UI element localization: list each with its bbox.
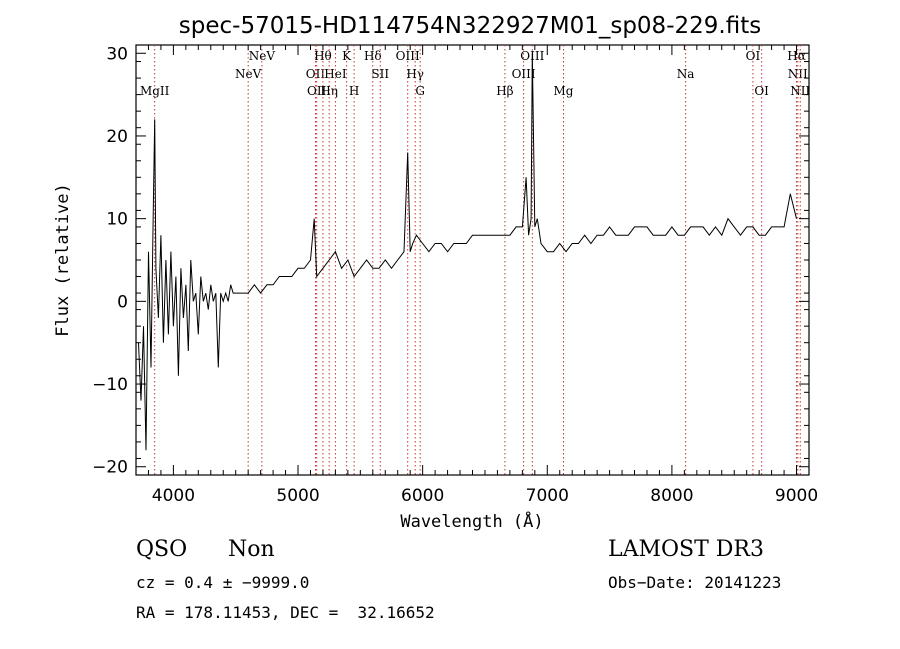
object-subclass: Non xyxy=(228,537,275,562)
y-tick-label-1: −10 xyxy=(92,375,128,395)
line-label-15: Hβ xyxy=(496,84,513,98)
line-label-20: OI xyxy=(746,49,761,63)
observation-date: Obs−Date: 20141223 xyxy=(608,573,782,592)
line-label-11: SII xyxy=(371,67,389,81)
line-label-8: K xyxy=(342,49,352,63)
y-tick-label-2: 0 xyxy=(117,292,128,312)
line-label-18: Mg xyxy=(553,84,573,98)
emission-line-markers: MgII NeV NeV OII OII Hθ Hη HeI K H Hδ SII OIII Hγ G Hβ O… xyxy=(140,45,811,475)
y-tick-label-5: 30 xyxy=(106,44,128,64)
line-label-16: OIII xyxy=(512,67,536,81)
object-class: QSO xyxy=(136,537,188,562)
x-tick-label-2: 6000 xyxy=(401,486,444,506)
line-label-2: NeV xyxy=(249,49,276,63)
line-label-6: Hη xyxy=(320,84,338,98)
chart-title: spec-57015-HD114754N322927M01_sp08-229.f… xyxy=(179,13,761,39)
x-tick-label-5: 9000 xyxy=(775,486,818,506)
plot-frame xyxy=(135,44,810,476)
line-label-5: Hθ xyxy=(314,49,332,63)
line-label-10: Hδ xyxy=(364,49,382,63)
x-tick-label-3: 7000 xyxy=(526,486,569,506)
x-tick-label-0: 4000 xyxy=(152,486,195,506)
y-tick-label-4: 20 xyxy=(106,127,128,147)
line-label-21: OI xyxy=(754,84,769,98)
line-label-22: Hα xyxy=(787,49,806,63)
line-label-7: HeI xyxy=(324,67,347,81)
line-label-4: OII xyxy=(307,84,327,98)
redshift-value: cz = 0.4 ± −9999.0 xyxy=(136,573,310,592)
line-label-14: G xyxy=(415,84,425,98)
x-tick-label-4: 8000 xyxy=(650,486,693,506)
x-axis-label: Wavelength (Å) xyxy=(400,510,543,532)
line-label-23: NII xyxy=(788,67,808,81)
line-label-0: MgII xyxy=(140,84,170,98)
line-label-3: OII xyxy=(306,67,326,81)
survey-name: LAMOST DR3 xyxy=(608,537,764,562)
y-tick-label-3: 10 xyxy=(106,210,128,230)
line-label-1: NeV xyxy=(235,67,262,81)
spectrum-plot: spec-57015-HD114754N322927M01_sp08-229.f… xyxy=(53,13,818,532)
line-label-24: NII xyxy=(790,84,810,98)
y-axis-label: Flux (relative) xyxy=(53,183,73,337)
spectrum-line xyxy=(138,53,797,451)
x-axis-ticks: 4000 5000 6000 7000 8000 9000 xyxy=(135,45,818,506)
y-axis-ticks: −20 −10 0 10 20 30 xyxy=(92,44,809,478)
y-tick-label-0: −20 xyxy=(92,458,128,478)
line-label-19: Na xyxy=(677,67,695,81)
line-label-12: OIII xyxy=(396,49,420,63)
line-label-9: H xyxy=(349,84,359,98)
coordinates: RA = 178.11453, DEC = 32.16652 xyxy=(136,603,435,622)
x-tick-label-1: 5000 xyxy=(276,486,319,506)
line-label-13: Hγ xyxy=(406,67,424,81)
